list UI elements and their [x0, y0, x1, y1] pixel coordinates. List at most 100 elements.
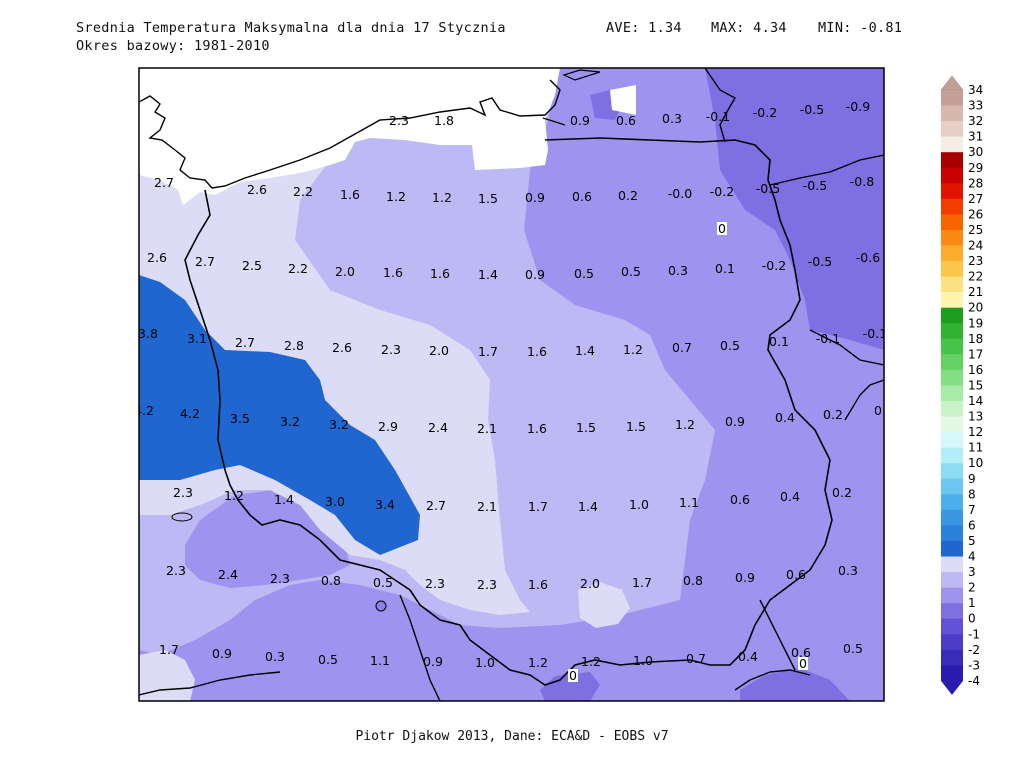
- legend-cap-bottom: [941, 680, 963, 695]
- grid-value-label: 0.9: [212, 646, 232, 661]
- legend-tick-label: 5: [968, 534, 976, 548]
- grid-value-label: 1.5: [478, 191, 498, 206]
- country-border: [844, 379, 884, 421]
- grid-value-label: 0.3: [662, 111, 682, 126]
- grid-value-label: 4.2: [134, 403, 154, 418]
- legend-swatch: [941, 354, 963, 371]
- legend-tick-label: 14: [968, 394, 983, 408]
- legend-swatch: [941, 323, 963, 340]
- grid-value-label: 2.4: [428, 420, 448, 435]
- grid-value-label: 3.5: [230, 411, 250, 426]
- legend-swatch: [941, 463, 963, 480]
- legend-swatch: [941, 540, 963, 557]
- contour-labels-layer: 0 0 0: [568, 221, 808, 683]
- legend-tick-label: 30: [968, 145, 983, 159]
- legend-tick-label: 23: [968, 254, 983, 268]
- legend-tick-label: 26: [968, 207, 983, 221]
- legend-swatch: [941, 447, 963, 464]
- country-border: [759, 599, 796, 671]
- grid-value-label: 1.6: [430, 266, 450, 281]
- legend-swatch: [941, 587, 963, 604]
- legend-tick-label: 7: [968, 503, 976, 517]
- legend-swatch: [941, 105, 963, 122]
- band-neg1-0-region: [540, 672, 600, 701]
- grid-value-label: 0.5: [621, 264, 641, 279]
- grid-value-label: 0.3: [265, 649, 285, 664]
- grid-value-label: 1.2: [675, 417, 695, 432]
- grid-value-label: 1.4: [274, 492, 294, 507]
- grid-value-label: 2.3: [477, 577, 497, 592]
- grid-value-label: 3.4: [375, 497, 395, 512]
- grid-value-label: -0.5: [800, 102, 824, 117]
- grid-value-label: 2.0: [429, 343, 449, 358]
- legend-swatch: [941, 152, 963, 169]
- grid-value-label: 0.3: [668, 263, 688, 278]
- grid-value-label: 1.2: [623, 342, 643, 357]
- grid-value-label: -0.1: [863, 326, 887, 341]
- max-stat: MAX: 4.34: [711, 20, 787, 36]
- grid-value-label: 0.4: [775, 410, 795, 425]
- legend-swatch: [941, 307, 963, 324]
- legend-tick-label: 16: [968, 363, 983, 377]
- grid-value-label: 2.3: [173, 485, 193, 500]
- legend-swatch: [941, 121, 963, 137]
- legend-swatch: [941, 292, 963, 308]
- grid-value-label: 0.4: [780, 489, 800, 504]
- legend-swatch: [941, 665, 963, 682]
- coastline: [139, 79, 566, 189]
- grid-value-label: -0.5: [756, 181, 780, 196]
- legend-swatch: [941, 276, 963, 293]
- band-3-4-region: [139, 275, 420, 555]
- legend-tick-label: -3: [968, 658, 980, 672]
- legend-swatch: [941, 245, 963, 262]
- grid-value-label: 0: [874, 403, 882, 418]
- country-border: [704, 68, 736, 143]
- grid-value-label: -0.1: [706, 109, 730, 124]
- country-border: [809, 329, 884, 366]
- country-border: [769, 154, 884, 186]
- grid-value-label: 0.2: [832, 485, 852, 500]
- grid-value-label: 2.9: [378, 419, 398, 434]
- grid-value-label: 1.5: [576, 420, 596, 435]
- grid-value-label: 1.6: [527, 344, 547, 359]
- legend-swatch: [941, 556, 963, 573]
- legend-tick-label: 24: [968, 239, 983, 253]
- grid-value-label: -0.1: [816, 331, 840, 346]
- grid-value-label: 1.2: [224, 488, 244, 503]
- grid-value-label: 1.6: [340, 187, 360, 202]
- contour-ring: [171, 512, 193, 522]
- grid-value-label: 0.8: [321, 573, 341, 588]
- contour-label-background: [798, 657, 808, 670]
- legend-tick-label: 9: [968, 472, 976, 486]
- grid-value-label: 0.9: [423, 654, 443, 669]
- legend-swatch: [941, 572, 963, 588]
- legend-tick-label: 18: [968, 332, 983, 346]
- grid-value-label: 1.0: [475, 655, 495, 670]
- legend-tick-label: 0: [968, 612, 976, 626]
- grid-value-label: 0.3: [838, 563, 858, 578]
- grid-value-label: 0.9: [725, 414, 745, 429]
- map-title: Srednia Temperatura Maksymalna dla dnia …: [76, 20, 506, 36]
- grid-value-label: 0.9: [735, 570, 755, 585]
- legend-swatch: [941, 432, 963, 448]
- grid-value-label: 4.2: [180, 406, 200, 421]
- legend-tick-label: 31: [968, 130, 983, 144]
- band-neg1-0-region: [740, 668, 850, 701]
- legend-tick-label: -2: [968, 643, 980, 657]
- legend-swatch: [941, 416, 963, 433]
- legend-swatch: [941, 136, 963, 153]
- band-2-3-region: [139, 68, 530, 615]
- grid-value-label: 2.7: [235, 335, 255, 350]
- grid-value-label: 1.7: [478, 344, 498, 359]
- legend-swatch: [941, 385, 963, 402]
- grid-value-label: 2.7: [195, 254, 215, 269]
- grid-value-label: 3.0: [325, 494, 345, 509]
- grid-value-label: 1.0: [633, 653, 653, 668]
- min-stat: MIN: -0.81: [818, 20, 903, 36]
- grid-value-label: 0.9: [525, 267, 545, 282]
- legend-swatch: [941, 494, 963, 511]
- legend-tick-label: 34: [968, 83, 983, 97]
- legend-swatch: [941, 183, 963, 200]
- legend-tick-label: 2: [968, 581, 976, 595]
- legend-swatch: [941, 261, 963, 277]
